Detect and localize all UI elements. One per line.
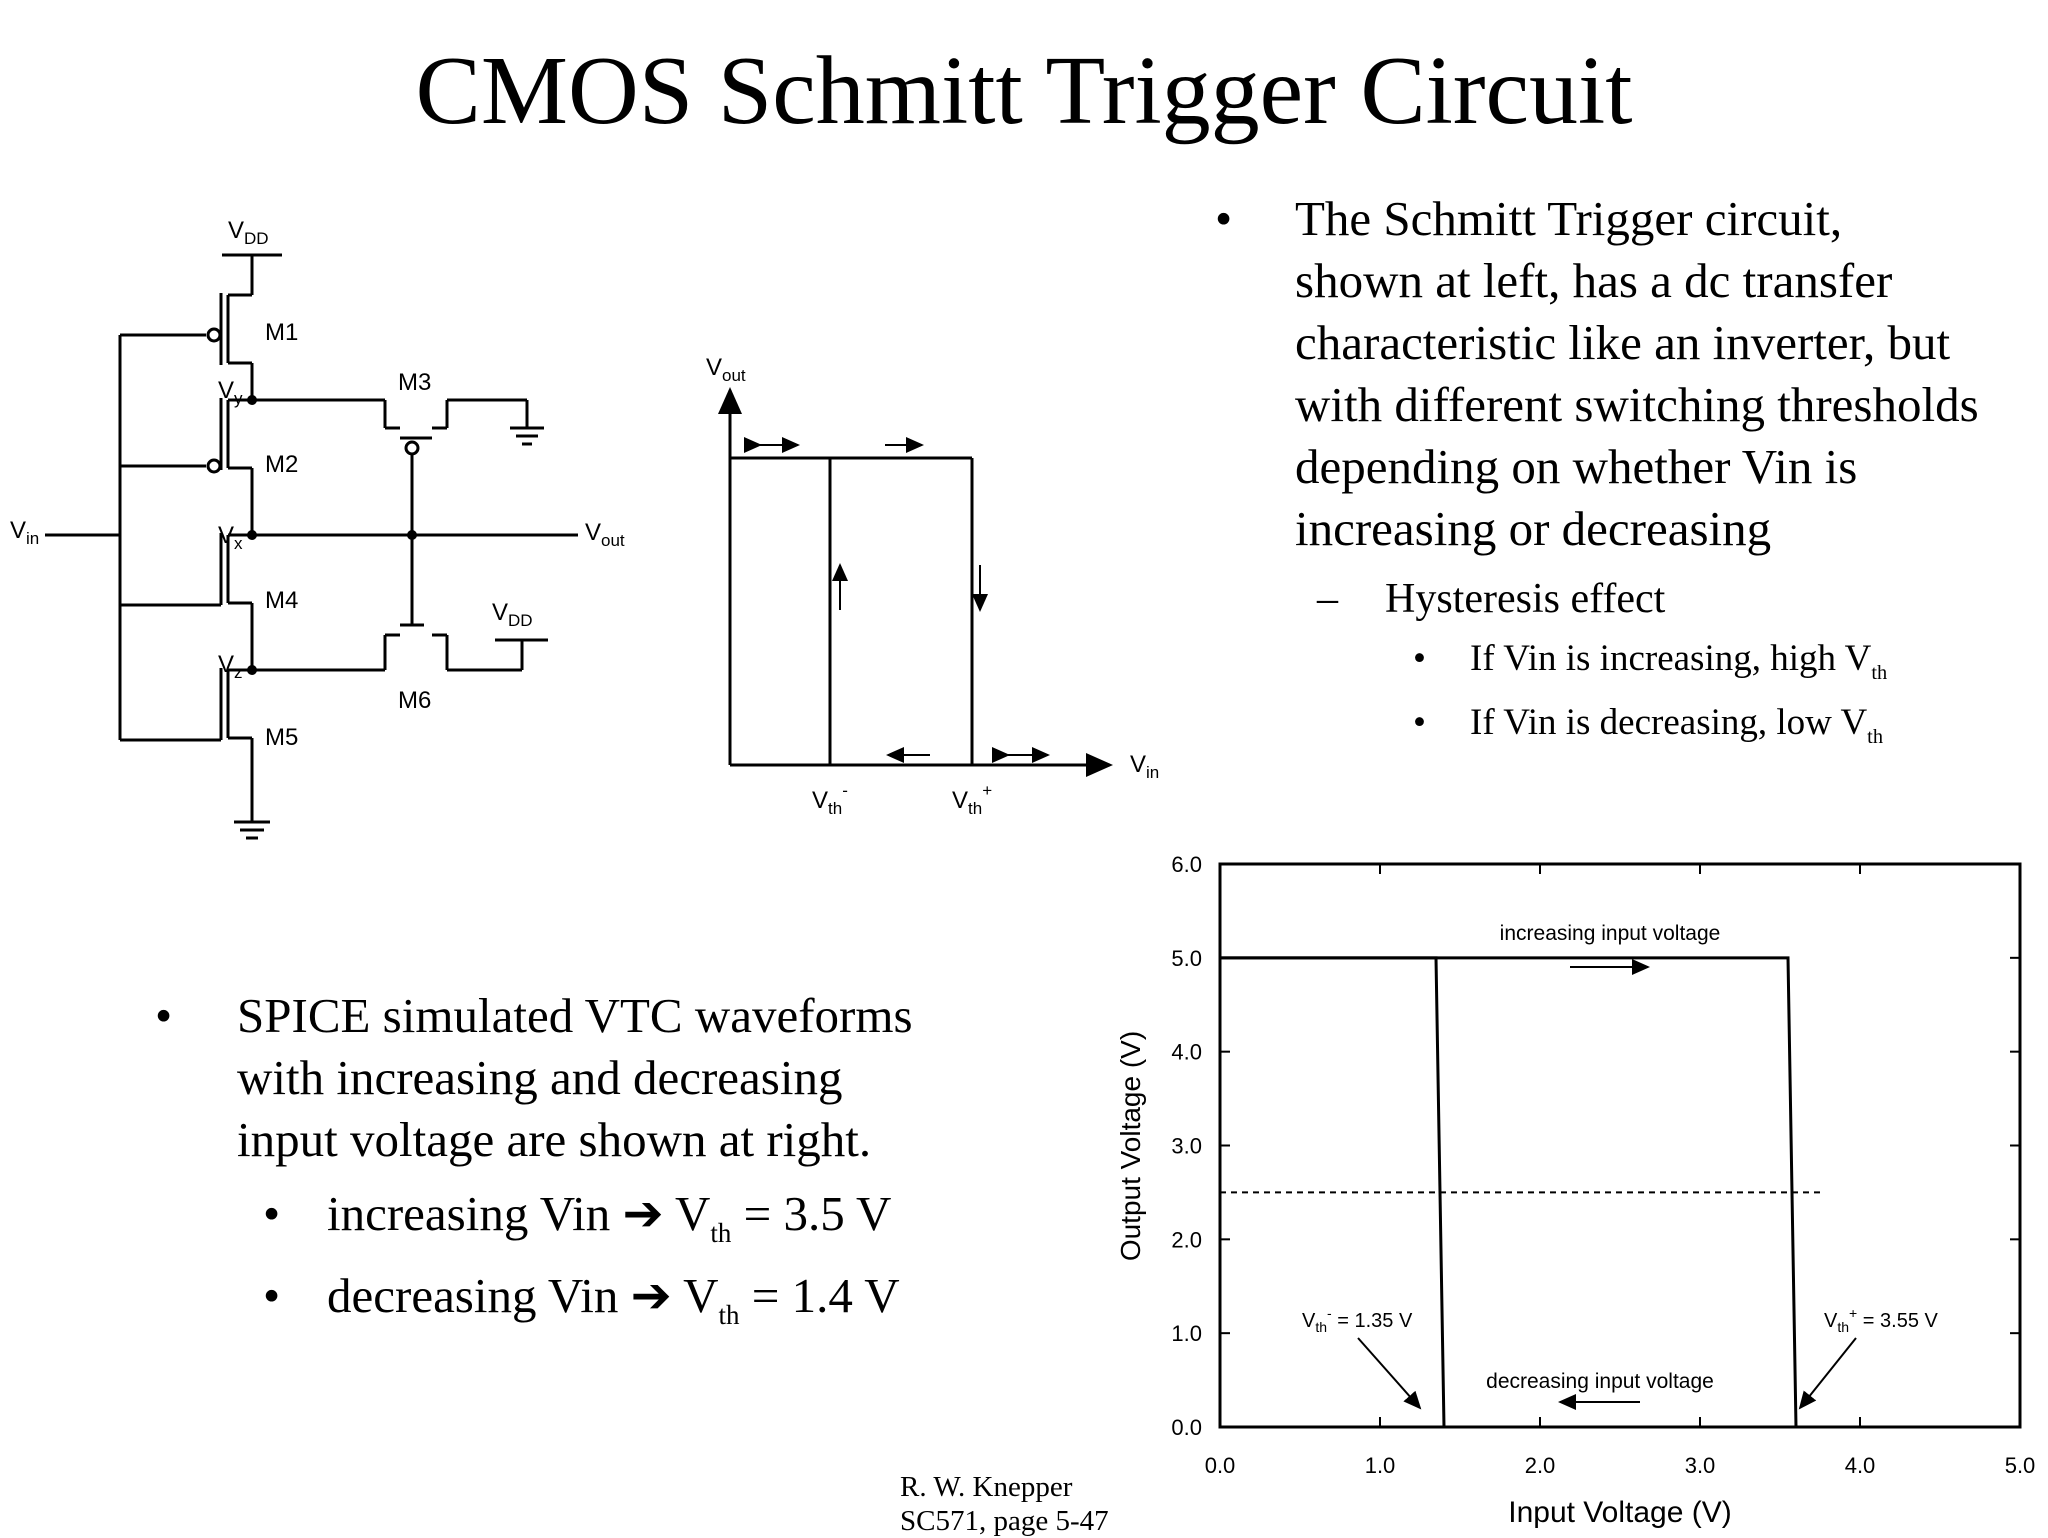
right-line: increasing or decreasing bbox=[1295, 501, 1772, 556]
schmitt-trigger-schematic: VDD M1 Vy M3 M2 Vin Vx Vout M4 VDD Vz M6… bbox=[10, 217, 625, 840]
vth-minus-arrow bbox=[1357, 1337, 1422, 1410]
right-line: depending on whether Vin is bbox=[1295, 439, 1858, 494]
vth-plus-arrow bbox=[1798, 1337, 1857, 1410]
right-line: with different switching thresholds bbox=[1295, 377, 1979, 432]
m1-label: M1 bbox=[265, 319, 298, 346]
dash-marker: – bbox=[1317, 576, 1338, 622]
sketch-vin-label: Vin bbox=[1130, 751, 1159, 782]
vdd-label: VDD bbox=[228, 217, 269, 248]
y-tick-label: 4.0 bbox=[1171, 1040, 1202, 1065]
vx-label: Vx bbox=[218, 522, 243, 553]
footer-author: R. W. Knepper bbox=[900, 1471, 1073, 1503]
increasing-annotation: increasing input voltage bbox=[1500, 922, 1721, 945]
m6-label: M6 bbox=[398, 687, 431, 714]
vz-label: Vz bbox=[218, 651, 243, 682]
sub-bullet-marker: • bbox=[263, 1268, 281, 1323]
x-tick-label: 0.0 bbox=[1205, 1453, 1236, 1478]
left-line: with increasing and decreasing bbox=[237, 1050, 843, 1105]
sketch-vth-minus: Vth- bbox=[812, 781, 848, 818]
slide-title: CMOS Schmitt Trigger Circuit bbox=[415, 37, 1633, 145]
decreasing-annotation: decreasing input voltage bbox=[1486, 1370, 1714, 1393]
x-tick-label: 2.0 bbox=[1525, 1453, 1556, 1478]
x-tick-label: 1.0 bbox=[1365, 1453, 1396, 1478]
vth-minus-annotation: Vth- = 1.35 V bbox=[1302, 1305, 1413, 1335]
right-line: characteristic like an inverter, but bbox=[1295, 315, 1951, 370]
sub-item-increasing: If Vin is increasing, high Vth bbox=[1470, 638, 1888, 685]
left-item-decreasing: decreasing Vin ➔ Vth = 1.4 V bbox=[327, 1268, 900, 1331]
vth-plus-annotation: Vth+ = 3.55 V bbox=[1824, 1305, 1938, 1335]
bullet-marker: • bbox=[1215, 191, 1233, 246]
vdd2-label: VDD bbox=[492, 599, 533, 630]
y-tick-label: 2.0 bbox=[1171, 1227, 1202, 1252]
m2-label: M2 bbox=[265, 451, 298, 478]
y-tick-label: 0.0 bbox=[1171, 1415, 1202, 1440]
sub-item-decreasing: If Vin is decreasing, low Vth bbox=[1470, 702, 1883, 749]
left-item-increasing: increasing Vin ➔ Vth = 3.5 V bbox=[327, 1186, 892, 1249]
y-tick-label: 3.0 bbox=[1171, 1134, 1202, 1159]
left-main-text: SPICE simulated VTC waveforms with incre… bbox=[237, 985, 997, 1171]
vin-label: Vin bbox=[10, 517, 39, 548]
x-tick-label: 3.0 bbox=[1685, 1453, 1716, 1478]
right-line: shown at left, has a dc transfer bbox=[1295, 253, 1893, 308]
x-tick-label: 5.0 bbox=[2005, 1453, 2036, 1478]
sub-bullet-marker: • bbox=[263, 1186, 281, 1241]
sketch-vout-label: Vout bbox=[706, 354, 746, 385]
vout-label: Vout bbox=[585, 519, 625, 550]
plot-frame bbox=[1218, 862, 2022, 1429]
right-line: The Schmitt Trigger circuit, bbox=[1295, 191, 1843, 246]
right-main-text: The Schmitt Trigger circuit, shown at le… bbox=[1295, 188, 2035, 560]
hysteresis-sub-bullet: Hysteresis effect bbox=[1385, 576, 1666, 622]
left-line: input voltage are shown at right. bbox=[237, 1112, 872, 1167]
m5-label: M5 bbox=[265, 724, 298, 751]
y-axis-label: Output Voltage (V) bbox=[1115, 1031, 1146, 1261]
vtc-chart: 0.0 1.0 2.0 3.0 4.0 5.0 6.0 0.0 1.0 2.0 3.0 4.0 5.0… bbox=[1115, 852, 2036, 1529]
bullet-marker: • bbox=[155, 988, 173, 1043]
footer-page: SC571, page 5-47 bbox=[900, 1505, 1109, 1537]
sketch-vth-plus: Vth+ bbox=[952, 781, 992, 818]
y-tick-label: 5.0 bbox=[1171, 946, 1202, 971]
hysteresis-sketch: Vout Vin Vth- Vth+ bbox=[706, 354, 1159, 818]
m3-label: M3 bbox=[398, 369, 431, 396]
vy-label: Vy bbox=[218, 377, 243, 408]
sub-bullet-marker: • bbox=[1413, 638, 1426, 679]
x-axis-label: Input Voltage (V) bbox=[1508, 1496, 1731, 1529]
y-tick-label: 6.0 bbox=[1171, 852, 1202, 877]
y-tick-label: 1.0 bbox=[1171, 1321, 1202, 1346]
m4-label: M4 bbox=[265, 587, 298, 614]
x-tick-label: 4.0 bbox=[1845, 1453, 1876, 1478]
sub-bullet-marker: • bbox=[1413, 702, 1426, 743]
left-line: SPICE simulated VTC waveforms bbox=[237, 988, 913, 1043]
